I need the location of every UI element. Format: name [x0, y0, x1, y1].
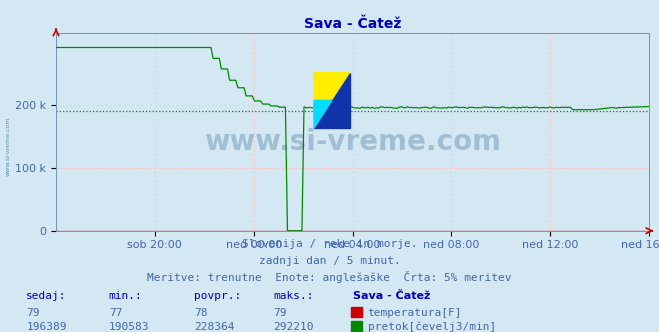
Text: www.si-vreme.com: www.si-vreme.com	[204, 128, 501, 156]
Polygon shape	[314, 100, 331, 128]
Text: 292210: 292210	[273, 322, 314, 332]
Text: 78: 78	[194, 308, 208, 318]
Text: 196389: 196389	[26, 322, 67, 332]
Text: Sava - Čatež: Sava - Čatež	[353, 291, 430, 301]
Polygon shape	[314, 73, 349, 128]
Text: 228364: 228364	[194, 322, 235, 332]
Text: 77: 77	[109, 308, 122, 318]
Text: Slovenija / reke in morje.: Slovenija / reke in morje.	[242, 239, 417, 249]
Text: www.si-vreme.com: www.si-vreme.com	[5, 116, 11, 176]
Text: 79: 79	[273, 308, 287, 318]
Text: min.:: min.:	[109, 291, 142, 301]
Text: pretok[čevelj3/min]: pretok[čevelj3/min]	[368, 322, 496, 332]
Text: Meritve: trenutne  Enote: anglešaške  Črta: 5% meritev: Meritve: trenutne Enote: anglešaške Črta…	[147, 271, 512, 283]
Title: Sava - Čatež: Sava - Čatež	[304, 17, 401, 31]
Text: 190583: 190583	[109, 322, 149, 332]
Text: 79: 79	[26, 308, 40, 318]
Text: temperatura[F]: temperatura[F]	[368, 308, 462, 318]
Text: sedaj:: sedaj:	[26, 291, 67, 301]
Text: maks.:: maks.:	[273, 291, 314, 301]
Polygon shape	[314, 73, 349, 128]
Text: zadnji dan / 5 minut.: zadnji dan / 5 minut.	[258, 256, 401, 266]
Text: povpr.:: povpr.:	[194, 291, 242, 301]
